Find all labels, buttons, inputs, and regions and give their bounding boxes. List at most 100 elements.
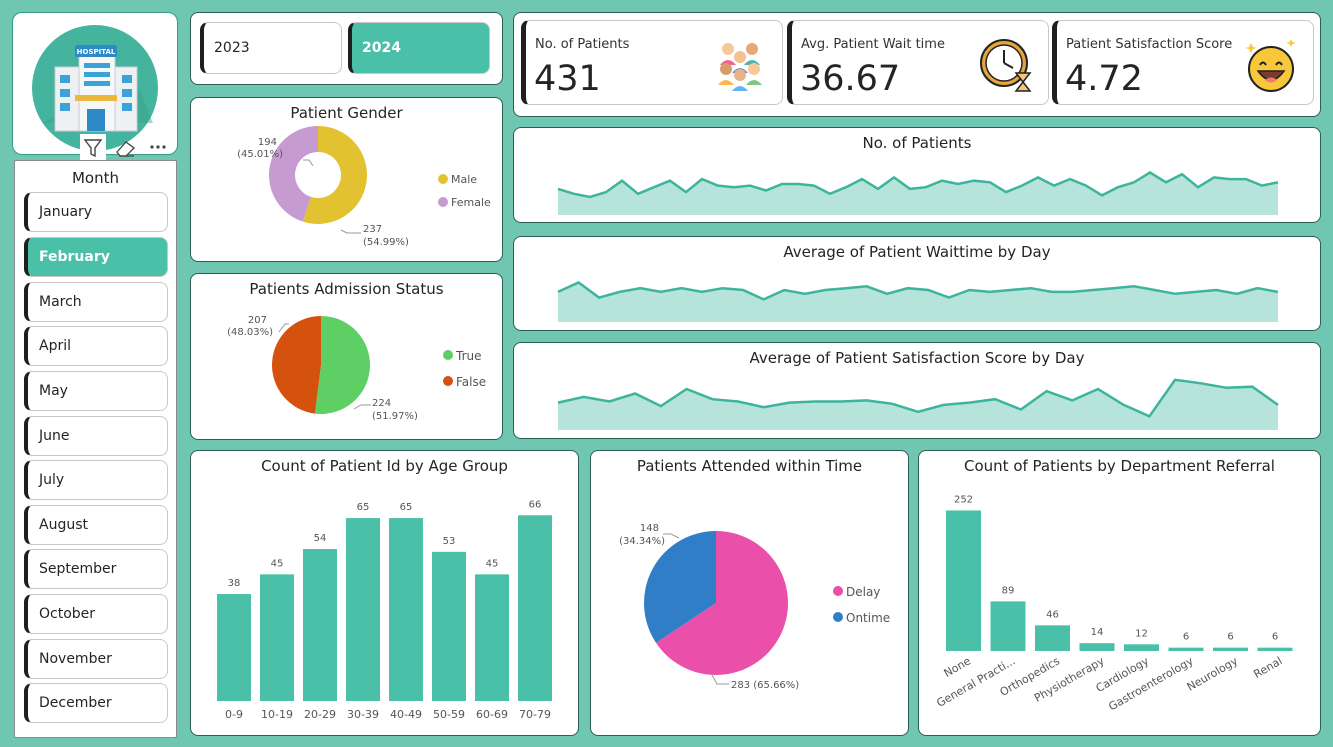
attended-label-delay: 283 (65.66%) [731, 680, 799, 691]
month-march[interactable]: March [24, 282, 168, 322]
month-november[interactable]: November [24, 639, 168, 679]
admission-label-false-pct: (48.03%) [227, 327, 273, 338]
kpi-card-wait-time: Avg. Patient Wait time 36.67 [787, 20, 1049, 105]
visual-toolbar [80, 134, 180, 160]
kpi-label: No. of Patients [535, 37, 630, 52]
bar-50-59[interactable] [432, 551, 466, 701]
bar-60-69[interactable] [475, 574, 509, 701]
kpi-value: 4.72 [1065, 59, 1143, 99]
bar-20-29[interactable] [303, 549, 337, 701]
bar-value-label: 65 [400, 502, 413, 513]
department-title: Count of Patients by Department Referral [964, 457, 1275, 475]
month-august[interactable]: August [24, 505, 168, 545]
bar-value-label: 66 [529, 499, 542, 510]
bar-30-39[interactable] [346, 518, 380, 701]
gender-label-female-pct: (45.01%) [237, 149, 283, 160]
month-slicer-title: Month [71, 169, 119, 187]
bar-Gastroenterology[interactable] [1168, 647, 1204, 651]
legend-true-label: True [455, 349, 482, 363]
bar-10-19[interactable] [260, 574, 294, 701]
x-tick-label: None [942, 654, 974, 680]
legend-ontime-swatch [833, 612, 843, 622]
bar-None[interactable] [946, 510, 981, 651]
legend-false-label: False [456, 375, 486, 389]
more-options-icon[interactable] [150, 145, 166, 149]
month-september[interactable]: September [24, 549, 168, 589]
bar-value-label: 252 [954, 494, 973, 505]
hospital-logo-icon: HOSPITAL [32, 25, 158, 151]
patients-trend-title: No. of Patients [862, 134, 972, 152]
kpi-label: Patient Satisfaction Score [1066, 37, 1233, 52]
x-tick-label: Gastroenterology [1106, 654, 1196, 713]
kpi-value: 36.67 [800, 59, 901, 99]
bar-value-label: 89 [1002, 585, 1015, 596]
pie-slice-male[interactable] [302, 126, 367, 224]
year-2024[interactable]: 2024 [348, 22, 490, 74]
x-tick-label: 0-9 [225, 708, 243, 721]
attended-title: Patients Attended within Time [636, 457, 863, 475]
attended-label-ontime-pct: (34.34%) [619, 536, 665, 547]
month-april[interactable]: April [24, 326, 168, 366]
bar-value-label: 12 [1135, 628, 1148, 639]
bar-Physiotherapy[interactable] [1079, 643, 1115, 651]
admission-chart: 207 (48.03%) 224 (51.97%) True False [227, 315, 486, 422]
gender-chart-panel: Patient Gender 194 (45.01%) 237 (54.99%)… [190, 97, 503, 262]
kpi-card-satisfaction: Patient Satisfaction Score 4.72 [1052, 20, 1314, 105]
filter-icon[interactable] [83, 139, 103, 158]
bar-Orthopedics[interactable] [1035, 625, 1070, 651]
x-tick-label: 40-49 [390, 708, 422, 721]
admission-label-true-count: 224 [372, 398, 391, 409]
month-february[interactable]: February [24, 237, 168, 277]
month-october[interactable]: October [24, 594, 168, 634]
month-december[interactable]: December [24, 683, 168, 723]
pie-slice-true[interactable] [314, 316, 371, 414]
pie-slice-female[interactable] [269, 126, 318, 222]
x-tick-label: 60-69 [476, 708, 508, 721]
smiley-face-icon [1245, 39, 1296, 92]
gender-label-female-count: 194 [258, 137, 277, 148]
bar-value-label: 45 [271, 558, 284, 569]
legend-true-swatch [443, 350, 453, 360]
age-group-chart: 38 0-9 45 10-19 54 20-29 65 30-39 65 40-49 53 50-59… [217, 499, 552, 721]
month-july[interactable]: July [24, 460, 168, 500]
year-slicer: 2023 2024 [190, 12, 503, 85]
legend-false-swatch [443, 376, 453, 386]
month-may[interactable]: May [24, 371, 168, 411]
bar-0-9[interactable] [217, 594, 251, 701]
bar-value-label: 53 [443, 536, 456, 547]
bar-General Practi...[interactable] [990, 601, 1026, 651]
admission-label-false-count: 207 [248, 315, 267, 326]
bar-Renal[interactable] [1257, 647, 1293, 651]
wait-trend-panel: Average of Patient Waittime by Day [513, 236, 1321, 331]
year-2023[interactable]: 2023 [200, 22, 342, 74]
wait-trend-chart [557, 281, 1279, 322]
bar-Cardiology[interactable] [1124, 644, 1159, 651]
clock-hourglass-icon [980, 39, 1032, 92]
kpi-strip: No. of Patients 431 Avg. Patient Wait ti… [513, 12, 1321, 117]
bar-value-label: 65 [357, 502, 370, 513]
month-slicer: Month January February March April May J… [14, 160, 177, 738]
x-tick-label: 20-29 [304, 708, 336, 721]
month-january[interactable]: January [24, 192, 168, 232]
bar-value-label: 45 [486, 558, 499, 569]
attended-chart: 148 (34.34%) 283 (65.66%) Delay Ontime [619, 523, 890, 691]
trend-line [557, 281, 1279, 301]
eraser-icon[interactable] [116, 141, 135, 157]
legend-delay-label: Delay [846, 585, 880, 599]
pie-slice-delay[interactable] [656, 531, 788, 675]
bar-70-79[interactable] [518, 515, 552, 701]
month-june[interactable]: June [24, 416, 168, 456]
pie-slice-ontime[interactable] [644, 531, 716, 643]
trend-line [557, 378, 1279, 418]
x-tick-label: 70-79 [519, 708, 551, 721]
gender-chart: 194 (45.01%) 237 (54.99%) Male Female [237, 126, 491, 248]
bar-value-label: 6 [1272, 632, 1278, 643]
pie-slice-false[interactable] [272, 316, 321, 414]
patients-group-icon [718, 43, 762, 91]
legend-ontime-label: Ontime [846, 611, 890, 625]
age-group-panel: Count of Patient Id by Age Group 38 0-9 45… [190, 450, 579, 736]
bar-40-49[interactable] [389, 518, 423, 701]
bar-value-label: 6 [1183, 632, 1189, 643]
department-panel: Count of Patients by Department Referral… [918, 450, 1321, 736]
bar-Neurology[interactable] [1213, 647, 1248, 651]
